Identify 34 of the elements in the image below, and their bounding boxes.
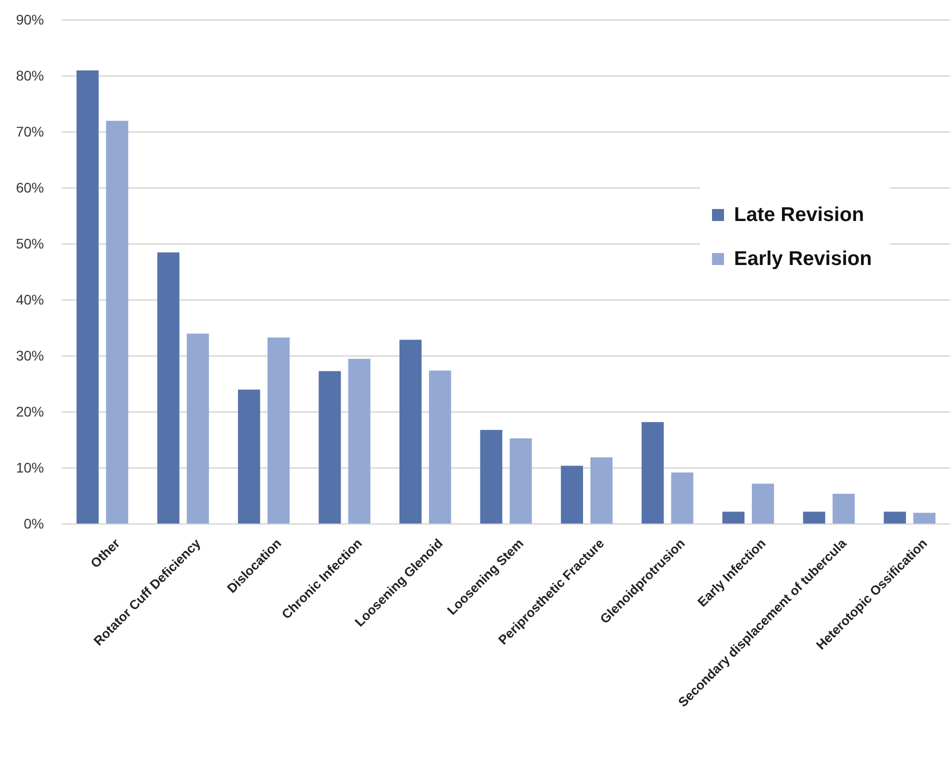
bar: [590, 457, 613, 524]
bar: [722, 512, 744, 524]
y-tick-label: 10%: [16, 459, 44, 476]
bar: [803, 512, 826, 524]
bar: [238, 390, 260, 524]
y-tick-label: 60%: [16, 179, 44, 196]
y-tick-label: 0%: [24, 515, 44, 532]
bar: [884, 512, 906, 524]
bar: [671, 472, 694, 524]
bar: [106, 120, 128, 524]
bar: [913, 512, 936, 524]
bar: [76, 70, 99, 524]
y-tick-label: 50%: [16, 235, 44, 252]
bar: [560, 466, 584, 524]
bar: [157, 252, 180, 524]
legend-label: Late Revision: [734, 204, 864, 226]
y-tick-label: 80%: [16, 67, 44, 84]
bar: [318, 371, 341, 524]
bar: [480, 430, 502, 524]
y-tick-label: 40%: [16, 291, 44, 308]
y-tick-label: 70%: [16, 123, 44, 140]
bar: [268, 338, 290, 524]
bar: [428, 370, 452, 524]
bar: [752, 484, 774, 524]
bar: [348, 358, 370, 524]
y-tick-label: 20%: [16, 403, 44, 420]
bar: [510, 438, 532, 524]
bar: [832, 494, 855, 524]
legend-label: Early Revision: [734, 248, 872, 270]
bar: [186, 334, 209, 524]
y-tick-label: 30%: [16, 347, 44, 364]
bar: [399, 340, 422, 524]
bar: [642, 422, 664, 524]
y-tick-label: 90%: [16, 11, 44, 28]
